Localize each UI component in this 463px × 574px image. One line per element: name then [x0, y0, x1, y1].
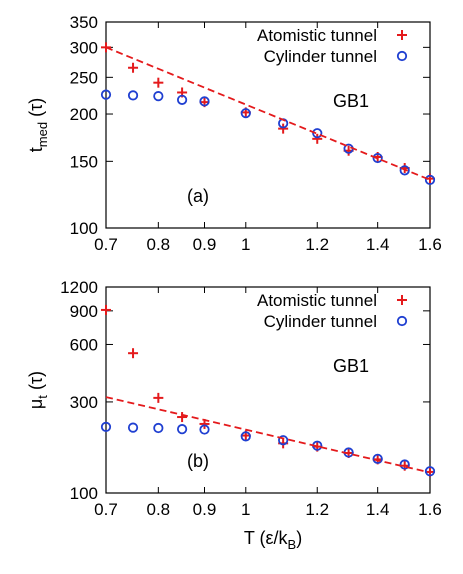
atomistic-point	[278, 123, 289, 134]
cylinder-point	[278, 435, 289, 446]
x-tick-label: 1.2	[305, 500, 329, 519]
x-tick-label: 0.8	[147, 500, 171, 519]
atomistic-point	[101, 304, 111, 315]
legend-marker-atomistic	[397, 30, 407, 40]
cylinder-point	[424, 466, 436, 477]
x-tick-label: 0.9	[193, 235, 217, 254]
x-tick-label: 1	[241, 500, 250, 519]
panel-a: 0.7 0.8 0.9 1 1.2 1.4 1.6 100 150 200 250 300 350 tme…	[26, 13, 442, 254]
atomistic-point	[128, 348, 139, 359]
cylinder-point	[372, 152, 383, 164]
cylinder-point	[199, 96, 210, 107]
y-tick-label: 600	[70, 335, 98, 354]
x-tick-label: 1.6	[418, 500, 442, 519]
x-tick-label: 0.7	[94, 500, 118, 519]
legend-marker-cylinder	[396, 50, 408, 62]
x-tick-label: 1	[241, 235, 250, 254]
y-axis-label: tmed (τ)	[26, 98, 50, 152]
cylinder-point	[176, 424, 188, 435]
y-tick-label: 200	[70, 105, 98, 124]
atomistic-point	[177, 412, 188, 423]
legend-label-cylinder: Cylinder tunnel	[264, 312, 377, 331]
cylinder-point	[153, 422, 164, 434]
y-tick-label: 100	[70, 484, 98, 503]
legend-label-cylinder: Cylinder tunnel	[264, 47, 377, 66]
legend-marker-cylinder	[396, 315, 408, 327]
atomistic-point	[312, 133, 323, 144]
y-tick-label: 250	[70, 68, 98, 87]
cylinder-point	[127, 422, 139, 433]
cylinder-point	[127, 90, 139, 101]
fit-line	[105, 396, 431, 474]
x-tick-label: 0.9	[193, 500, 217, 519]
x-tick-label: 1.4	[366, 500, 390, 519]
cylinder-point	[399, 459, 410, 470]
cylinder-point	[240, 108, 251, 119]
cylinder-point	[399, 165, 410, 176]
cylinder-point	[100, 421, 112, 432]
y-tick-label: 300	[70, 393, 98, 412]
cylinder-point	[372, 453, 383, 464]
annotation-gb1: GB1	[333, 91, 369, 111]
x-axis-label: T (ε/kB)	[244, 528, 302, 552]
panel-b: 0.7 0.8 0.9 1 1.2 1.4 1.6 100 300 600 900 1200 μt (τ…	[26, 278, 442, 552]
x-tick-label: 1.6	[418, 235, 442, 254]
panel-label: (a)	[187, 186, 209, 206]
cylinder-point	[176, 94, 188, 105]
fit-line	[105, 46, 431, 181]
plot-frame	[105, 21, 431, 229]
panel-label: (b)	[187, 451, 209, 471]
y-tick-label: 900	[70, 302, 98, 321]
y-tick-label: 150	[70, 152, 98, 171]
y-axis-label: μt (τ)	[26, 371, 50, 409]
y-tick-label: 100	[70, 219, 98, 238]
cylinder-point	[312, 128, 323, 139]
atomistic-point	[153, 77, 164, 88]
atomistic-point	[153, 392, 164, 403]
cylinder-point	[240, 431, 251, 442]
x-tick-label: 0.8	[147, 235, 171, 254]
cylinder-point	[199, 424, 210, 435]
x-tick-label: 1.4	[366, 235, 390, 254]
legend-label-atomistic: Atomistic tunnel	[257, 26, 377, 45]
y-tick-label: 300	[70, 38, 98, 57]
annotation-gb1: GB1	[333, 356, 369, 376]
y-tick-label: 350	[70, 13, 98, 32]
atomistic-point	[128, 62, 139, 73]
legend-label-atomistic: Atomistic tunnel	[257, 291, 377, 310]
cylinder-point	[100, 89, 112, 100]
legend-marker-atomistic	[397, 295, 407, 305]
x-tick-label: 0.7	[94, 235, 118, 254]
cylinder-point	[424, 174, 436, 185]
y-tick-label: 1200	[60, 278, 98, 297]
plot-frame	[105, 286, 431, 494]
x-tick-label: 1.2	[305, 235, 329, 254]
cylinder-point	[153, 91, 164, 102]
